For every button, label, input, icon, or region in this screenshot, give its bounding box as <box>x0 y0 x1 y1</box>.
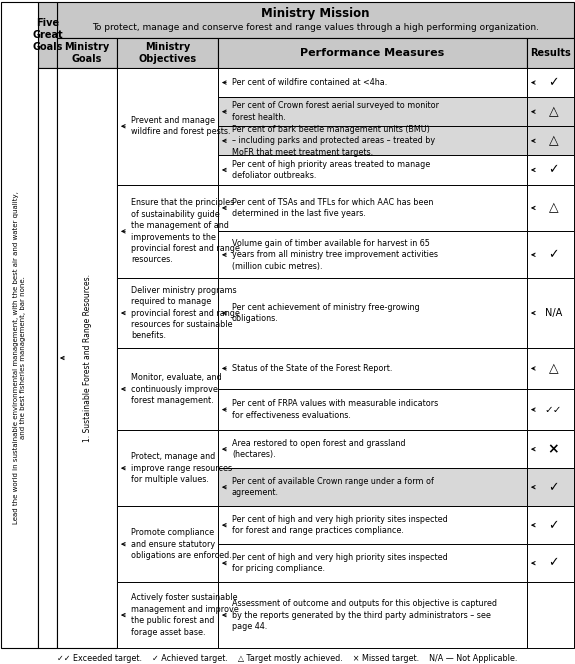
Text: Deliver ministry programs
required to manage
provincial forest and range
resourc: Deliver ministry programs required to ma… <box>131 286 240 341</box>
Bar <box>527 278 574 348</box>
Bar <box>117 348 218 430</box>
Text: Actively foster sustainable
management and improve
the public forest and
forage : Actively foster sustainable management a… <box>131 594 239 637</box>
Bar <box>218 185 527 231</box>
Bar <box>218 155 527 185</box>
Text: Lead the world in sustainable environmental management, with the best air and wa: Lead the world in sustainable environmen… <box>13 191 26 525</box>
Text: ✓: ✓ <box>548 519 559 532</box>
Bar <box>218 126 527 155</box>
Bar <box>527 68 574 97</box>
Bar <box>527 430 574 468</box>
Bar <box>38 2 57 68</box>
Bar <box>527 348 574 389</box>
Text: ✓: ✓ <box>548 481 559 493</box>
Bar <box>117 185 218 278</box>
Bar <box>527 126 574 155</box>
Bar <box>527 506 574 544</box>
Bar <box>117 430 218 506</box>
Bar <box>218 544 527 582</box>
Text: ✓: ✓ <box>548 76 559 89</box>
Text: Per cent achievement of ministry free-growing
obligations.: Per cent achievement of ministry free-gr… <box>232 303 420 323</box>
Text: Ensure that the principles
of sustainability guide
the management of and
improve: Ensure that the principles of sustainabi… <box>131 199 240 264</box>
Text: Per cent of FRPA values with measurable indicators
for effectiveness evaluations: Per cent of FRPA values with measurable … <box>232 399 438 420</box>
Bar <box>218 389 527 430</box>
Bar <box>117 278 218 348</box>
Bar <box>117 506 218 582</box>
Bar <box>218 231 527 278</box>
Text: Volume gain of timber available for harvest in 65
years from all ministry tree i: Volume gain of timber available for harv… <box>232 239 438 271</box>
Bar <box>117 582 218 648</box>
Text: Per cent of high and very high priority sites inspected
for pricing compliance.: Per cent of high and very high priority … <box>232 553 448 574</box>
Bar <box>218 68 527 97</box>
Bar <box>527 38 574 68</box>
Bar <box>1 2 38 648</box>
Bar <box>218 38 527 68</box>
Text: Prevent and manage
wildfire and forest pests.: Prevent and manage wildfire and forest p… <box>131 116 231 137</box>
Text: △: △ <box>549 105 558 118</box>
Text: Ministry
Goals: Ministry Goals <box>64 42 110 64</box>
Bar <box>218 430 527 468</box>
Text: Per cent of high priority areas treated to manage
defoliator outbreaks.: Per cent of high priority areas treated … <box>232 160 430 180</box>
Text: Per cent of TSAs and TFLs for which AAC has been
determined in the last five yea: Per cent of TSAs and TFLs for which AAC … <box>232 198 434 218</box>
Bar <box>527 468 574 506</box>
Text: Per cent of high and very high priority sites inspected
for forest and range pra: Per cent of high and very high priority … <box>232 515 448 535</box>
Bar <box>527 389 574 430</box>
Text: Status of the State of the Forest Report.: Status of the State of the Forest Report… <box>232 364 392 373</box>
Bar <box>57 2 574 38</box>
Text: △: △ <box>549 134 558 147</box>
Bar <box>218 582 527 648</box>
Bar <box>527 155 574 185</box>
Text: Protect, manage and
improve range resources
for multiple values.: Protect, manage and improve range resour… <box>131 452 232 484</box>
Text: Ministry Mission: Ministry Mission <box>261 7 370 20</box>
Text: Per cent of available Crown range under a form of
agreement.: Per cent of available Crown range under … <box>232 477 434 497</box>
Text: N/A: N/A <box>545 308 562 318</box>
Text: Results: Results <box>530 48 571 58</box>
Bar <box>527 231 574 278</box>
Bar <box>38 68 57 648</box>
Text: ✓: ✓ <box>548 248 559 262</box>
Text: Five
Great
Goals: Five Great Goals <box>32 19 63 52</box>
Text: ✓✓ Exceeded target.    ✓ Achieved target.    △ Target mostly achieved.    × Miss: ✓✓ Exceeded target. ✓ Achieved target. △… <box>57 654 518 663</box>
Bar <box>218 97 527 126</box>
Bar <box>527 185 574 231</box>
Bar <box>57 38 117 68</box>
Bar <box>527 582 574 648</box>
Text: Performance Measures: Performance Measures <box>300 48 444 58</box>
Text: To protect, manage and conserve forest and range values through a high performin: To protect, manage and conserve forest a… <box>92 23 539 33</box>
Text: Per cent of wildfire contained at <4ha.: Per cent of wildfire contained at <4ha. <box>232 78 387 87</box>
Text: Area restored to open forest and grassland
(hectares).: Area restored to open forest and grassla… <box>232 439 405 459</box>
Bar <box>218 506 527 544</box>
Text: Assessment of outcome and outputs for this objective is captured
by the reports : Assessment of outcome and outputs for th… <box>232 599 497 631</box>
Text: ×: × <box>547 442 559 456</box>
Text: Monitor, evaluate, and
continuously improve
forest management.: Monitor, evaluate, and continuously impr… <box>131 373 221 405</box>
Text: 1. Sustainable Forest and Range Resources.: 1. Sustainable Forest and Range Resource… <box>82 274 91 442</box>
Text: △: △ <box>549 201 558 214</box>
Text: ✓✓: ✓✓ <box>545 404 562 414</box>
Bar <box>117 68 218 185</box>
Text: ✓: ✓ <box>548 163 559 177</box>
Bar <box>527 544 574 582</box>
Bar <box>527 97 574 126</box>
Bar <box>117 38 218 68</box>
Bar <box>57 68 117 648</box>
Bar <box>218 468 527 506</box>
Text: ✓: ✓ <box>548 556 559 570</box>
Text: Ministry
Objectives: Ministry Objectives <box>139 42 197 64</box>
Text: Per cent of Crown forest aerial surveyed to monitor
forest health.: Per cent of Crown forest aerial surveyed… <box>232 102 439 122</box>
Text: Promote compliance
and ensure statutory
obligations are enforced.: Promote compliance and ensure statutory … <box>131 528 232 560</box>
Text: Per cent of bark beetle management units (BMU)
– including parks and protected a: Per cent of bark beetle management units… <box>232 125 435 157</box>
Text: △: △ <box>549 362 558 375</box>
Bar <box>218 348 527 389</box>
Bar <box>218 278 527 348</box>
